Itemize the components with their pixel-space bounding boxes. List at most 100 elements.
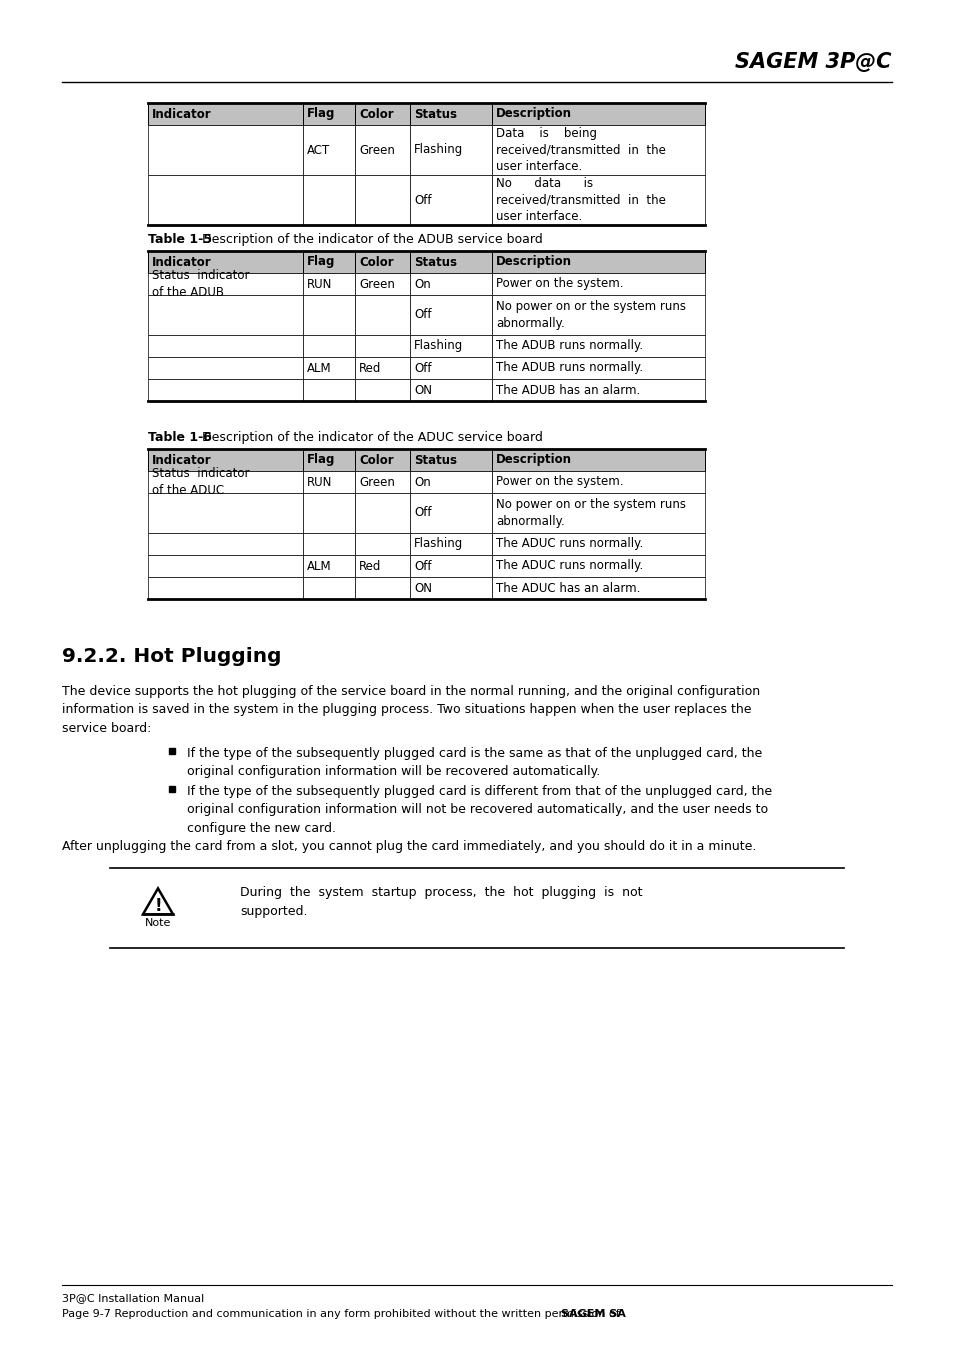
Text: Flashing: Flashing bbox=[414, 538, 463, 550]
Bar bbox=[148, 335, 303, 357]
Text: RUN: RUN bbox=[307, 277, 332, 290]
Bar bbox=[492, 357, 704, 380]
Bar bbox=[492, 295, 704, 335]
Text: Indicator: Indicator bbox=[152, 255, 212, 269]
Text: Description of the indicator of the ADUC service board: Description of the indicator of the ADUC… bbox=[198, 431, 542, 444]
Text: On: On bbox=[414, 476, 431, 489]
Bar bbox=[410, 126, 492, 176]
Text: Status: Status bbox=[414, 454, 456, 466]
Bar bbox=[355, 176, 410, 226]
Text: Description of the indicator of the ADUB service board: Description of the indicator of the ADUB… bbox=[198, 232, 542, 246]
Bar bbox=[148, 380, 303, 401]
Bar bbox=[303, 471, 355, 493]
Bar bbox=[410, 471, 492, 493]
Text: No power on or the system runs
abnormally.: No power on or the system runs abnormall… bbox=[496, 499, 685, 528]
Bar bbox=[410, 295, 492, 335]
Bar bbox=[492, 126, 704, 176]
Text: Power on the system.: Power on the system. bbox=[496, 476, 623, 489]
Text: Status: Status bbox=[414, 255, 456, 269]
Text: ON: ON bbox=[414, 384, 432, 396]
Text: Status  indicator
of the ADUC: Status indicator of the ADUC bbox=[152, 467, 250, 497]
Bar bbox=[355, 577, 410, 598]
Text: Description: Description bbox=[496, 255, 572, 269]
Text: Red: Red bbox=[358, 559, 381, 573]
Bar bbox=[148, 176, 303, 226]
Text: Green: Green bbox=[358, 476, 395, 489]
Text: The ADUC runs normally.: The ADUC runs normally. bbox=[496, 538, 642, 550]
Text: During  the  system  startup  process,  the  hot  plugging  is  not
supported.: During the system startup process, the h… bbox=[240, 886, 641, 917]
Text: Off: Off bbox=[414, 362, 431, 374]
Text: 9.2.2. Hot Plugging: 9.2.2. Hot Plugging bbox=[62, 647, 281, 666]
Bar bbox=[492, 103, 704, 126]
Bar bbox=[410, 534, 492, 555]
Bar bbox=[148, 103, 303, 126]
Text: Off: Off bbox=[414, 559, 431, 573]
Text: ON: ON bbox=[414, 581, 432, 594]
Text: The ADUB runs normally.: The ADUB runs normally. bbox=[496, 339, 642, 353]
Text: RUN: RUN bbox=[307, 476, 332, 489]
Bar bbox=[492, 534, 704, 555]
Text: Flag: Flag bbox=[307, 255, 335, 269]
Text: Note: Note bbox=[145, 919, 171, 928]
Bar bbox=[355, 380, 410, 401]
Text: The device supports the hot plugging of the service board in the normal running,: The device supports the hot plugging of … bbox=[62, 685, 760, 735]
Text: Status: Status bbox=[414, 108, 456, 120]
Text: Red: Red bbox=[358, 362, 381, 374]
Bar bbox=[303, 555, 355, 577]
Bar bbox=[410, 251, 492, 273]
Text: Table 1-6: Table 1-6 bbox=[148, 431, 212, 444]
Bar bbox=[303, 357, 355, 380]
Bar bbox=[410, 380, 492, 401]
Text: Color: Color bbox=[358, 255, 394, 269]
Bar bbox=[303, 176, 355, 226]
Bar bbox=[355, 357, 410, 380]
Bar bbox=[410, 493, 492, 534]
Text: On: On bbox=[414, 277, 431, 290]
Bar bbox=[148, 493, 303, 534]
Bar bbox=[355, 555, 410, 577]
Bar bbox=[303, 493, 355, 534]
Text: After unplugging the card from a slot, you cannot plug the card immediately, and: After unplugging the card from a slot, y… bbox=[62, 840, 756, 852]
Text: The ADUC runs normally.: The ADUC runs normally. bbox=[496, 559, 642, 573]
Bar bbox=[492, 493, 704, 534]
Text: ALM: ALM bbox=[307, 362, 332, 374]
Text: Description: Description bbox=[496, 454, 572, 466]
Text: Color: Color bbox=[358, 108, 394, 120]
Text: Table 1-5: Table 1-5 bbox=[148, 232, 212, 246]
Bar bbox=[148, 534, 303, 555]
Text: Green: Green bbox=[358, 143, 395, 157]
Text: If the type of the subsequently plugged card is different from that of the unplu: If the type of the subsequently plugged … bbox=[187, 785, 771, 835]
Bar bbox=[148, 471, 303, 493]
Bar bbox=[148, 555, 303, 577]
Bar bbox=[303, 380, 355, 401]
Bar bbox=[355, 126, 410, 176]
Text: Page 9-7 Reproduction and communication in any form prohibited without the writt: Page 9-7 Reproduction and communication … bbox=[62, 1309, 622, 1319]
Bar bbox=[410, 335, 492, 357]
Text: The ADUB runs normally.: The ADUB runs normally. bbox=[496, 362, 642, 374]
Bar bbox=[355, 295, 410, 335]
Bar bbox=[303, 577, 355, 598]
Text: Description: Description bbox=[496, 108, 572, 120]
Bar bbox=[492, 555, 704, 577]
Text: Flashing: Flashing bbox=[414, 143, 463, 157]
Bar bbox=[148, 126, 303, 176]
Text: Flashing: Flashing bbox=[414, 339, 463, 353]
Bar bbox=[410, 103, 492, 126]
Text: ALM: ALM bbox=[307, 559, 332, 573]
Text: Color: Color bbox=[358, 454, 394, 466]
Bar bbox=[355, 103, 410, 126]
Bar bbox=[148, 295, 303, 335]
Text: Off: Off bbox=[414, 507, 431, 520]
Bar bbox=[492, 471, 704, 493]
Bar bbox=[303, 335, 355, 357]
Text: ACT: ACT bbox=[307, 143, 330, 157]
Bar bbox=[410, 555, 492, 577]
Bar bbox=[148, 577, 303, 598]
Bar bbox=[492, 380, 704, 401]
Text: Off: Off bbox=[414, 193, 431, 207]
Text: Indicator: Indicator bbox=[152, 454, 212, 466]
Bar bbox=[303, 251, 355, 273]
Bar bbox=[355, 471, 410, 493]
Bar bbox=[355, 449, 410, 471]
Bar bbox=[492, 335, 704, 357]
